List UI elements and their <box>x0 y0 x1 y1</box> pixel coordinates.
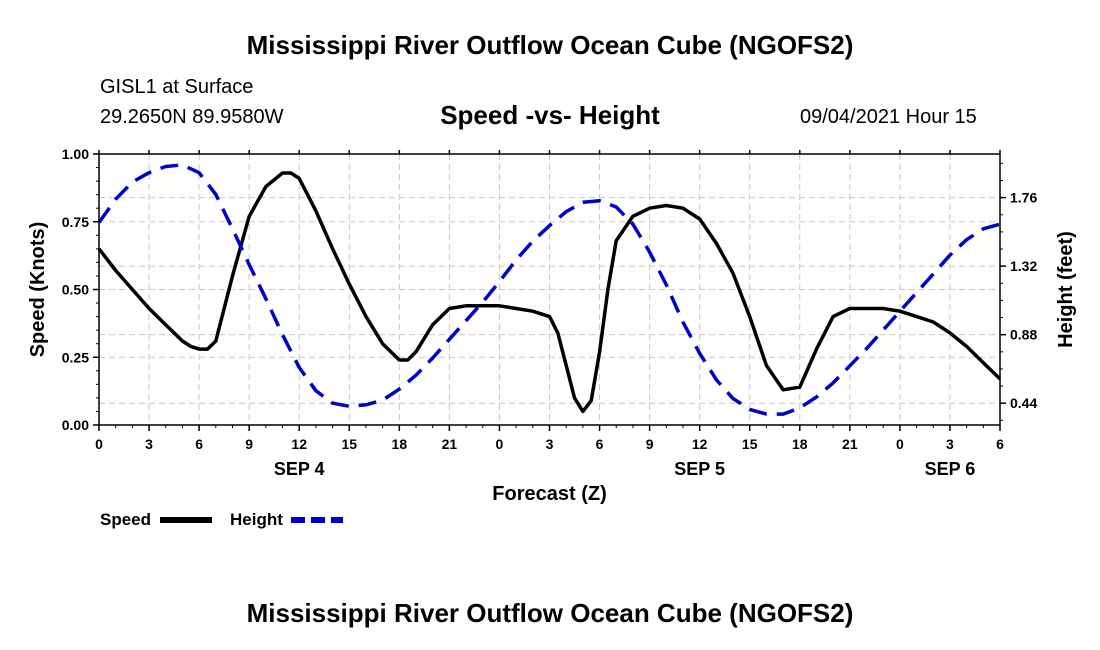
forecast-timestamp: 09/04/2021 Hour 15 <box>800 106 977 128</box>
y-tick-label: 1.00 <box>62 146 89 162</box>
x-tick-label: 6 <box>195 436 203 452</box>
y-axis-right-label: Height (feet) <box>1055 231 1077 348</box>
x-tick-label: 0 <box>95 436 103 452</box>
x-tick-label: 9 <box>245 436 253 452</box>
x-tick-label: 21 <box>442 436 458 452</box>
x-tick-label: 12 <box>692 436 708 452</box>
y-tick-label: 0.00 <box>62 417 89 433</box>
x-date-label: SEP 6 <box>925 459 976 479</box>
x-tick-label: 15 <box>341 436 357 452</box>
y-right-tick-label: 1.76 <box>1010 190 1037 206</box>
x-date-label: SEP 5 <box>674 459 725 479</box>
y-right-tick-label: 0.88 <box>1010 327 1037 343</box>
x-tick-label: 0 <box>496 436 504 452</box>
footer-title: Mississippi River Outflow Ocean Cube (NG… <box>246 598 854 628</box>
chart-subtitle: Speed -vs- Height <box>440 100 660 130</box>
x-tick-label: 3 <box>145 436 153 452</box>
legend-speed-label: Speed <box>100 510 151 529</box>
legend-height-label: Height <box>230 510 283 529</box>
y-tick-label: 0.50 <box>62 282 89 298</box>
x-tick-label: 6 <box>596 436 604 452</box>
y-tick-label: 0.25 <box>62 349 89 365</box>
series-lines <box>97 163 1002 416</box>
y-axis-label: Speed (Knots) <box>27 222 49 358</box>
y-right-tick-label: 0.44 <box>1010 395 1037 411</box>
x-tick-label: 9 <box>646 436 654 452</box>
chart-title: Mississippi River Outflow Ocean Cube (NG… <box>246 30 854 60</box>
x-tick-label: 18 <box>392 436 408 452</box>
x-tick-label: 3 <box>546 436 554 452</box>
x-tick-label: 21 <box>842 436 858 452</box>
x-tick-label: 3 <box>946 436 954 452</box>
axis-ticks: 0 3 6 9 12 15 18 21 0 3 6 9 12 15 18 21 0 3 6 SEP 4 SEP 5 SEP… <box>62 146 1038 479</box>
x-tick-label: 12 <box>291 436 307 452</box>
x-axis-label: Forecast (Z) <box>492 483 606 505</box>
station-coordinates: 29.2650N 89.9580W <box>100 106 284 128</box>
x-date-label: SEP 4 <box>274 459 325 479</box>
x-tick-label: 18 <box>792 436 808 452</box>
station-label: GISL1 at Surface <box>100 76 254 98</box>
x-tick-label: 0 <box>896 436 904 452</box>
y-tick-label: 0.75 <box>62 214 89 230</box>
series-height-line <box>97 163 1001 416</box>
x-tick-label: 6 <box>996 436 1004 452</box>
y-right-tick-label: 1.32 <box>1010 258 1037 274</box>
x-tick-label: 15 <box>742 436 758 452</box>
grid-lines <box>99 154 1000 425</box>
legend: Speed Height <box>100 510 343 529</box>
